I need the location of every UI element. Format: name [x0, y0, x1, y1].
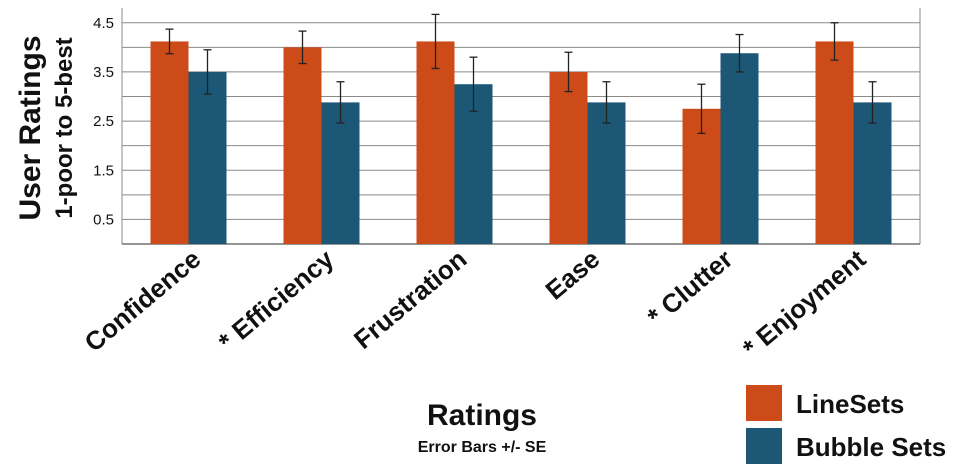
bar-bubble-sets [853, 102, 892, 245]
y-axis-label: User Ratings [14, 35, 47, 220]
bar-linesets [283, 47, 322, 245]
x-axis-sublabel: Error Bars +/- SE [418, 439, 547, 456]
bar-bubble-sets [720, 53, 759, 244]
bar-linesets [416, 41, 455, 244]
legend-swatch-linesets [746, 385, 782, 421]
gridlines [121, 8, 921, 245]
bar-linesets [549, 71, 588, 245]
category-label: * Clutter [642, 244, 739, 332]
legend-swatch-bubble-sets [746, 428, 782, 464]
error-bars-group [165, 13, 877, 135]
y-tick-label: 1.5 [93, 162, 114, 179]
y-tick-label: 4.5 [93, 15, 114, 32]
category-label: Ease [540, 244, 606, 306]
y-tick-label: 0.5 [93, 211, 114, 228]
y-tick-labels: 0.5 1.5 2.5 3.5 4.5 [93, 15, 114, 229]
legend: LineSets Bubble Sets [746, 385, 946, 464]
category-label: Confidence [79, 244, 207, 358]
legend-label-linesets: LineSets [796, 389, 904, 419]
category-labels: Confidence * Efficiency Frustration Ease * C… [79, 243, 872, 363]
category-label: * Efficiency [213, 243, 340, 356]
category-label: * Enjoyment [737, 243, 872, 363]
bar-bubble-sets [587, 102, 626, 245]
bars-group [150, 41, 892, 245]
y-tick-label: 3.5 [93, 64, 114, 81]
bar-linesets [150, 41, 189, 244]
x-axis-label: Ratings [427, 399, 537, 432]
y-tick-label: 2.5 [93, 113, 114, 130]
bar-bubble-sets [321, 102, 360, 245]
bar-linesets [815, 41, 854, 244]
legend-label-bubble-sets: Bubble Sets [796, 432, 946, 462]
y-axis-sublabel: 1-poor to 5-best [51, 37, 78, 218]
bar-bubble-sets [188, 71, 227, 245]
category-label: Frustration [348, 244, 472, 355]
